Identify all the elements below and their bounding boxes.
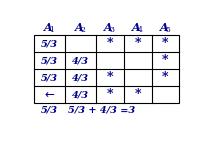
Text: 5/3: 5/3: [41, 39, 58, 48]
Text: *: *: [134, 37, 141, 50]
Text: 4/3: 4/3: [72, 90, 89, 99]
Text: 5/3 + 4/3 =3: 5/3 + 4/3 =3: [68, 106, 135, 115]
Text: 4/3: 4/3: [72, 56, 89, 65]
Text: A: A: [44, 22, 52, 33]
Text: *: *: [134, 88, 141, 101]
Text: *: *: [162, 54, 169, 67]
Text: 2: 2: [80, 26, 85, 34]
Text: 4/3: 4/3: [72, 73, 89, 82]
Text: A: A: [75, 22, 83, 33]
Text: A: A: [104, 22, 113, 33]
Bar: [34, 36, 179, 103]
Text: 5/3: 5/3: [41, 56, 58, 65]
Text: *: *: [162, 37, 169, 50]
Text: 5/3: 5/3: [41, 73, 58, 82]
Text: A: A: [132, 22, 141, 33]
Text: *: *: [106, 88, 113, 101]
Text: 1: 1: [49, 26, 54, 34]
Text: 5: 5: [165, 26, 170, 34]
Text: 4: 4: [138, 26, 142, 34]
Text: *: *: [162, 71, 169, 84]
Text: *: *: [106, 71, 113, 84]
Text: ←: ←: [44, 88, 54, 101]
Text: A: A: [160, 22, 169, 33]
Text: 3: 3: [110, 26, 114, 34]
Text: 5/3: 5/3: [41, 106, 58, 115]
Text: *: *: [106, 37, 113, 50]
